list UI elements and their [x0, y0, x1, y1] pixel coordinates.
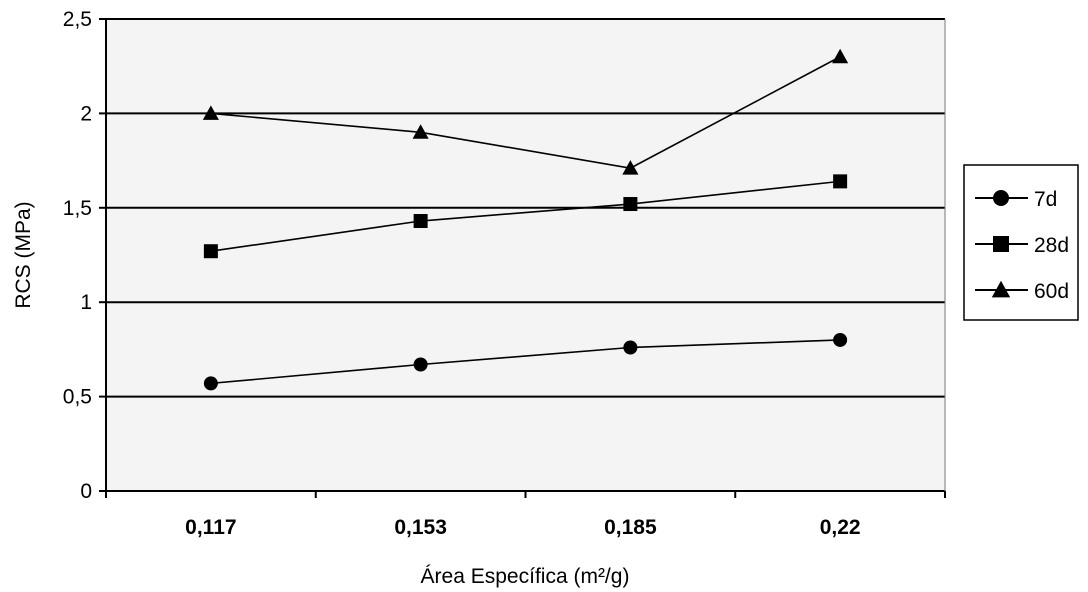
- legend-marker-triangle: [991, 280, 1011, 298]
- y-ticks: 0 0,5 1 1,5 2 2,5: [63, 8, 106, 503]
- series-7d: [203, 332, 848, 391]
- x-ticks: 0,117 0,153 0,185 0,22: [105, 491, 946, 539]
- legend-label: 28d: [1034, 234, 1069, 257]
- series-28d: [203, 174, 848, 259]
- series-line: [210, 339, 841, 385]
- x-tick-label: 0,117: [185, 516, 236, 539]
- y-tick-label: 0: [80, 480, 92, 503]
- axes: 0 0,5 1 1,5 2 2,5 0,117 0,153 0,185 0,22: [63, 8, 946, 539]
- y-tick-label: 1,5: [63, 197, 92, 220]
- series-line: [210, 56, 841, 169]
- data-point-triangle: [202, 105, 219, 120]
- x-axis-title: Área Específica (m²/g): [421, 565, 630, 588]
- data-point-square: [203, 244, 218, 259]
- data-point-circle: [623, 340, 638, 355]
- x-tick-label: 0,153: [394, 516, 447, 539]
- legend-marker-circle: [993, 190, 1009, 206]
- data-point-circle: [413, 357, 428, 372]
- y-tick-label: 1: [80, 291, 92, 314]
- data-point-triangle: [412, 124, 429, 139]
- plot-background: [106, 19, 945, 491]
- data-point-square: [833, 174, 848, 189]
- data-point-triangle: [832, 48, 849, 64]
- data-point-circle: [203, 376, 218, 391]
- x-tick-label: 0,185: [604, 516, 657, 539]
- series-line: [210, 180, 841, 253]
- data-point-triangle: [622, 160, 639, 175]
- data-point-square: [623, 197, 638, 212]
- legend-label: 60d: [1034, 280, 1069, 303]
- plot-area: [106, 18, 945, 491]
- legend-item-7d: 7d: [975, 188, 1057, 211]
- series-60d: [202, 48, 849, 175]
- x-tick-label: 0,22: [820, 516, 861, 539]
- legend: 7d 28d 60d: [963, 164, 1079, 321]
- series-layer: [202, 48, 849, 391]
- y-tick-label: 0,5: [63, 386, 92, 409]
- legend-marker-square: [993, 236, 1009, 252]
- y-axis-title: RCS (MPa): [12, 201, 35, 308]
- legend-item-28d: 28d: [975, 234, 1069, 257]
- legend-label: 7d: [1034, 188, 1057, 211]
- y-tick-label: 2,5: [63, 8, 92, 31]
- data-point-circle: [833, 332, 848, 347]
- legend-item-60d: 60d: [975, 280, 1069, 303]
- y-tick-label: 2: [80, 102, 92, 125]
- gridlines: [106, 18, 945, 398]
- data-point-square: [413, 214, 428, 229]
- legend-box: [963, 164, 1079, 321]
